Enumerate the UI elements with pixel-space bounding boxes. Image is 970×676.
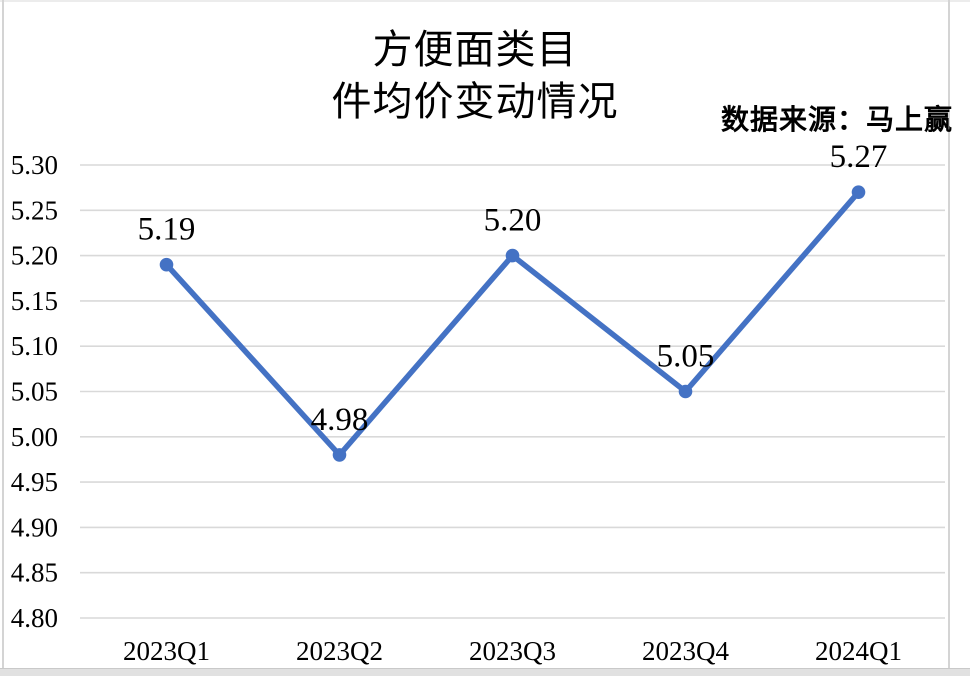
data-point-marker[interactable] — [678, 384, 693, 399]
bottom-scrollbar[interactable] — [0, 668, 970, 676]
y-axis-tick-label: 5.30 — [11, 150, 58, 180]
x-axis-tick-label: 2023Q4 — [642, 636, 729, 666]
data-point-marker[interactable] — [159, 257, 174, 272]
chart-title-line2: 件均价变动情况 — [331, 79, 619, 124]
x-axis-tick-label: 2023Q3 — [469, 636, 556, 666]
y-axis-tick-label: 5.00 — [11, 422, 58, 452]
chart-title-line1: 方便面类目 — [372, 27, 578, 72]
data-point-label: 5.20 — [484, 203, 542, 239]
x-axis-tick-label: 2023Q2 — [296, 636, 383, 666]
y-axis-tick-label: 5.25 — [11, 195, 58, 225]
data-point-label: 4.98 — [311, 402, 369, 438]
y-axis-tick-label: 4.80 — [11, 603, 58, 633]
y-axis-tick-label: 5.15 — [11, 286, 58, 316]
y-axis-tick-label: 5.05 — [11, 377, 58, 407]
data-source-note: 数据来源：马上赢 — [720, 105, 953, 136]
data-point-label: 5.05 — [657, 339, 715, 375]
y-axis-tick-label: 4.85 — [11, 558, 58, 588]
window-top-border — [0, 0, 970, 2]
data-point-marker[interactable] — [851, 185, 866, 199]
x-axis-tick-label: 2024Q1 — [815, 636, 902, 666]
data-point-label: 5.27 — [830, 139, 888, 175]
y-axis-tick-label: 4.90 — [11, 512, 58, 542]
cell-border-right — [948, 0, 950, 668]
x-axis-tick-label: 2023Q1 — [123, 636, 210, 666]
chart-title: 方便面类目 件均价变动情况 — [0, 24, 950, 128]
y-axis-tick-label: 4.95 — [11, 467, 58, 497]
window-left-border — [2, 0, 4, 668]
y-axis-tick-label: 5.10 — [11, 331, 58, 361]
data-point-label: 5.19 — [138, 212, 196, 248]
y-axis-tick-label: 5.20 — [11, 241, 58, 271]
data-point-marker[interactable] — [332, 448, 347, 462]
data-point-marker[interactable] — [505, 248, 520, 263]
